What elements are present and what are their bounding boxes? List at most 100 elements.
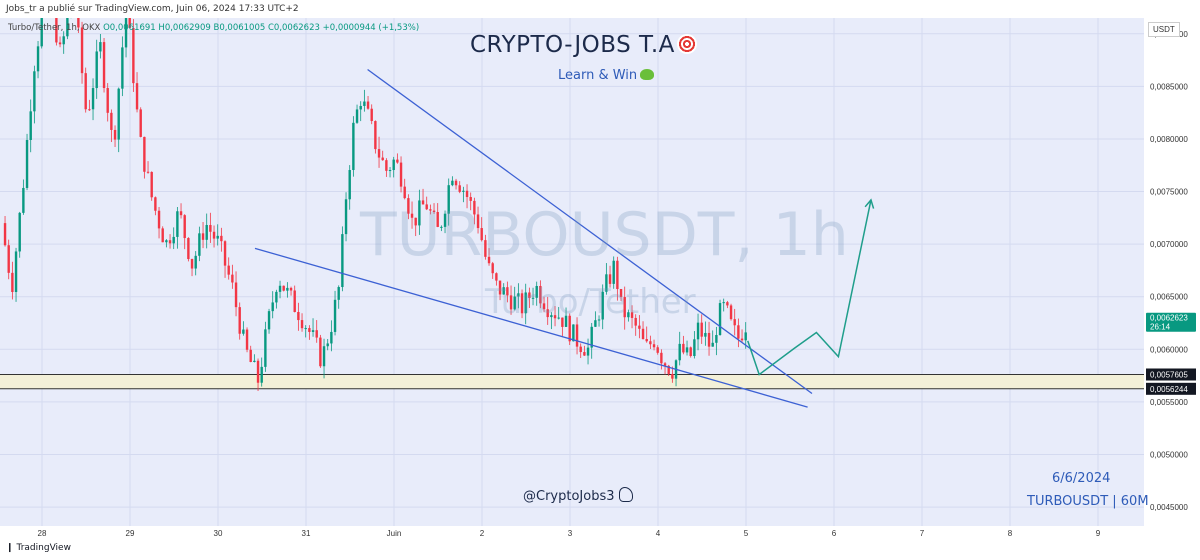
y-tick-label: 0,0070000 <box>1150 240 1188 249</box>
candle-down <box>220 235 223 242</box>
candle-up <box>597 319 601 321</box>
candle-down <box>374 121 377 150</box>
x-tick-label: 31 <box>302 529 311 538</box>
projection-line <box>747 199 872 376</box>
candle-down <box>366 101 370 109</box>
candle-down <box>179 211 183 216</box>
candle-down <box>487 256 491 264</box>
legend-close: C0,0062623 <box>267 23 320 33</box>
candle-up <box>25 139 29 188</box>
currency-badge[interactable]: USDT <box>1148 22 1180 37</box>
candle-up <box>601 291 604 320</box>
candle-up <box>744 332 747 341</box>
candle-up <box>326 343 329 347</box>
candle-down <box>102 42 106 89</box>
candle-down <box>506 287 509 296</box>
projection-arrow-head <box>864 198 875 209</box>
candle-up <box>557 317 560 319</box>
candle-down <box>297 312 300 321</box>
candle-down <box>289 287 293 291</box>
candle-down <box>209 224 212 232</box>
candle-up <box>95 51 98 89</box>
zone-bottom-tag-label: 0,0056244 <box>1150 385 1188 394</box>
candle-down <box>726 302 729 306</box>
watermark-symbol: TURBOUSDT, 1h <box>360 200 849 270</box>
target-icon <box>676 34 697 54</box>
time-axis[interactable]: 28 29 30 31 Juin 2 3 4 5 6 7 8 9 <box>0 526 1200 538</box>
unicorn-icon <box>618 487 633 502</box>
chart-subtitle-text: Learn & Win <box>558 68 638 83</box>
candle-up <box>564 315 568 327</box>
x-tick-label: 3 <box>568 529 573 538</box>
candle-down <box>300 320 304 329</box>
candle-down <box>161 228 164 243</box>
tradingview-logo[interactable]: ❙ TradingView <box>6 543 71 553</box>
pair-note: TURBOUSDT | 60M <box>1027 494 1149 509</box>
candle-down <box>641 328 645 340</box>
candle-down <box>308 328 311 332</box>
candle-down <box>128 18 131 28</box>
tradingview-logo-icon: ❙ <box>6 543 14 553</box>
candle-up <box>36 46 40 72</box>
candlestick-chart[interactable]: 0,00900000,00850000,00800000,00750000,00… <box>0 18 1200 538</box>
candle-up <box>271 302 274 312</box>
candle-up <box>715 334 718 343</box>
candle-up <box>443 213 447 227</box>
candle-up <box>462 190 465 192</box>
candle-down <box>575 324 579 347</box>
x-tick-label: 7 <box>920 529 925 538</box>
candle-down <box>88 109 91 111</box>
candle-up <box>447 185 450 214</box>
candle-up <box>286 287 289 291</box>
candle-down <box>553 315 557 319</box>
candle-down <box>407 198 410 214</box>
candle-up <box>333 299 337 332</box>
candle-up <box>205 224 208 240</box>
y-tick-label: 0,0085000 <box>1150 82 1188 91</box>
candle-up <box>99 42 102 52</box>
candle-up <box>696 322 700 340</box>
candle-up <box>550 315 553 318</box>
candle-down <box>370 108 373 122</box>
candle-up <box>29 111 32 140</box>
chart-title: CRYPTO-JOBS T.A <box>470 32 697 58</box>
author-handle: @CryptoJobs3 <box>523 487 633 504</box>
candle-up <box>605 274 608 292</box>
candle-up <box>165 240 168 243</box>
candle-down <box>737 325 740 339</box>
candle-up <box>722 302 725 304</box>
y-tick-label: 0,0065000 <box>1150 293 1188 302</box>
candle-down <box>410 213 414 218</box>
candle-down <box>432 210 436 213</box>
candle-down <box>579 346 582 353</box>
candle-up <box>535 285 538 298</box>
candle-down <box>645 339 648 342</box>
candle-down <box>539 285 542 304</box>
candle-up <box>18 212 21 252</box>
x-tick-label: 2 <box>480 529 485 538</box>
candle-down <box>377 149 381 158</box>
candle-up <box>344 199 348 235</box>
candle-down <box>608 274 612 284</box>
candle-down <box>733 319 736 326</box>
candle-down <box>143 136 146 172</box>
x-tick-label: 6 <box>832 529 837 538</box>
candle-down <box>227 265 230 275</box>
candle-up <box>685 347 689 353</box>
candle-down <box>113 129 117 140</box>
candle-down <box>231 274 234 283</box>
tradingview-brand: TradingView <box>16 543 71 553</box>
y-tick-label: 0,0050000 <box>1150 450 1188 459</box>
projection-path[interactable] <box>747 198 875 376</box>
candle-down <box>135 83 139 110</box>
candle-down <box>656 347 659 353</box>
candle-down <box>682 343 685 353</box>
candle-down <box>465 190 469 198</box>
candle-up <box>693 339 696 357</box>
publisher-info: Jobs_tr a publié sur TradingView.com, Ju… <box>6 4 299 14</box>
candle-down <box>509 295 513 310</box>
candle-down <box>616 260 619 289</box>
trendlines[interactable] <box>254 69 813 408</box>
price-axis[interactable]: 0,00900000,00850000,00800000,00750000,00… <box>1144 18 1200 538</box>
candle-up <box>311 330 315 332</box>
